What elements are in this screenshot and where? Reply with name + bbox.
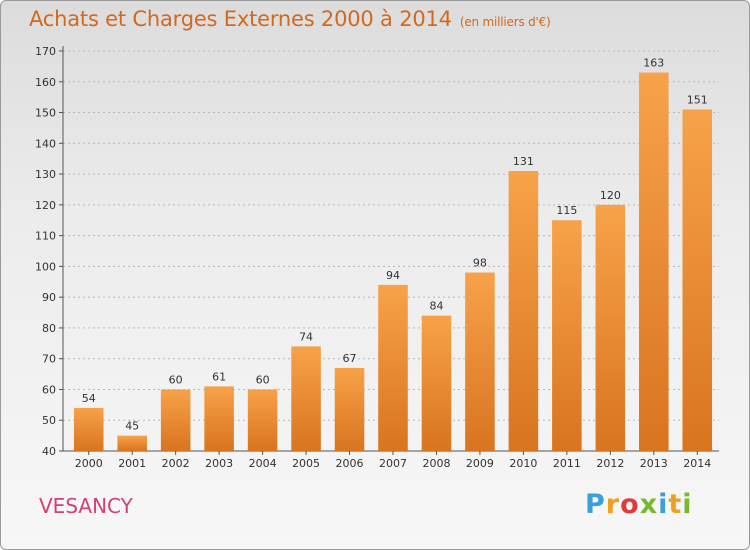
bar xyxy=(508,171,539,451)
logo-letter: o xyxy=(620,489,640,520)
bar-value-label: 163 xyxy=(643,57,664,70)
labels: 54 2000 45 2001 60 2002 61 2003 60 2004 74 2005 67 20… xyxy=(75,57,712,470)
y-tick-label: 100 xyxy=(35,260,56,273)
bar-value-label: 60 xyxy=(169,373,183,386)
logo-letter: r xyxy=(605,489,621,520)
y-tick-label: 80 xyxy=(42,322,56,335)
logo-letter: P xyxy=(585,489,606,520)
x-tick-label: 2000 xyxy=(75,457,103,470)
bar-value-label: 151 xyxy=(687,93,708,106)
x-tick-label: 2009 xyxy=(466,457,494,470)
bar-value-label: 45 xyxy=(125,420,139,433)
bar-value-label: 54 xyxy=(82,392,96,405)
x-tick-label: 2011 xyxy=(553,457,581,470)
bar xyxy=(595,204,626,451)
bar xyxy=(204,386,234,451)
logo-letter: t xyxy=(668,489,683,520)
commune-name: VESANCY xyxy=(39,494,133,518)
y-tick-label: 160 xyxy=(35,76,56,89)
bar xyxy=(378,284,408,451)
bar-value-label: 120 xyxy=(600,189,621,202)
x-tick-label: 2012 xyxy=(596,457,624,470)
bar xyxy=(117,435,147,451)
bar-value-label: 115 xyxy=(556,204,577,217)
bar xyxy=(73,407,104,451)
x-tick-label: 2013 xyxy=(640,457,668,470)
bar xyxy=(682,109,713,451)
x-tick-label: 2003 xyxy=(205,457,233,470)
bar-value-label: 98 xyxy=(473,257,487,270)
bars xyxy=(73,72,713,452)
x-tick-label: 2006 xyxy=(336,457,364,470)
proxiti-logo: Proxiti xyxy=(585,489,693,520)
bar xyxy=(639,72,669,452)
bar-value-label: 84 xyxy=(429,300,443,313)
x-tick-label: 2005 xyxy=(292,457,320,470)
y-tick-label: 170 xyxy=(35,45,56,58)
x-tick-label: 2001 xyxy=(118,457,146,470)
y-tick-label: 140 xyxy=(35,137,56,150)
y-tick-label: 90 xyxy=(42,291,56,304)
y-tick-label: 120 xyxy=(35,199,56,212)
y-tick-label: 60 xyxy=(42,383,56,396)
x-tick-label: 2004 xyxy=(249,457,277,470)
bar xyxy=(291,346,321,451)
bar-value-label: 61 xyxy=(212,370,226,383)
y-tick-label: 70 xyxy=(42,353,56,366)
logo-letter: x xyxy=(639,489,659,520)
x-tick-label: 2002 xyxy=(162,457,190,470)
chart-title: Achats et Charges Externes 2000 à 2014 (e… xyxy=(29,7,551,31)
chart-title-text: Achats et Charges Externes 2000 à 2014 xyxy=(29,7,452,31)
y-tick-label: 40 xyxy=(42,445,56,458)
y-tick-label: 110 xyxy=(35,230,56,243)
bar-value-label: 131 xyxy=(513,155,534,168)
x-tick-label: 2010 xyxy=(509,457,537,470)
logo-letter: i xyxy=(658,489,669,520)
x-tick-label: 2014 xyxy=(683,457,711,470)
y-tick-label: 130 xyxy=(35,168,56,181)
y-tick-label: 50 xyxy=(42,414,56,427)
bar xyxy=(160,389,191,451)
x-tick-label: 2008 xyxy=(422,457,450,470)
bar xyxy=(465,272,495,451)
bar xyxy=(247,389,278,451)
bar xyxy=(552,220,582,451)
bar-value-label: 74 xyxy=(299,330,313,343)
bar-value-label: 60 xyxy=(256,373,270,386)
logo-letter: i xyxy=(682,489,693,520)
bar xyxy=(421,315,452,451)
x-tick-label: 2007 xyxy=(379,457,407,470)
y-tick-label: 150 xyxy=(35,107,56,120)
bar-value-label: 94 xyxy=(386,269,400,282)
bar-value-label: 67 xyxy=(343,352,357,365)
chart-subtitle: (en milliers d'€) xyxy=(459,15,551,29)
axes: 40 50 60 70 80 90 100 110 120 130 140 150 160 170 xyxy=(35,45,719,458)
bar xyxy=(334,367,365,451)
